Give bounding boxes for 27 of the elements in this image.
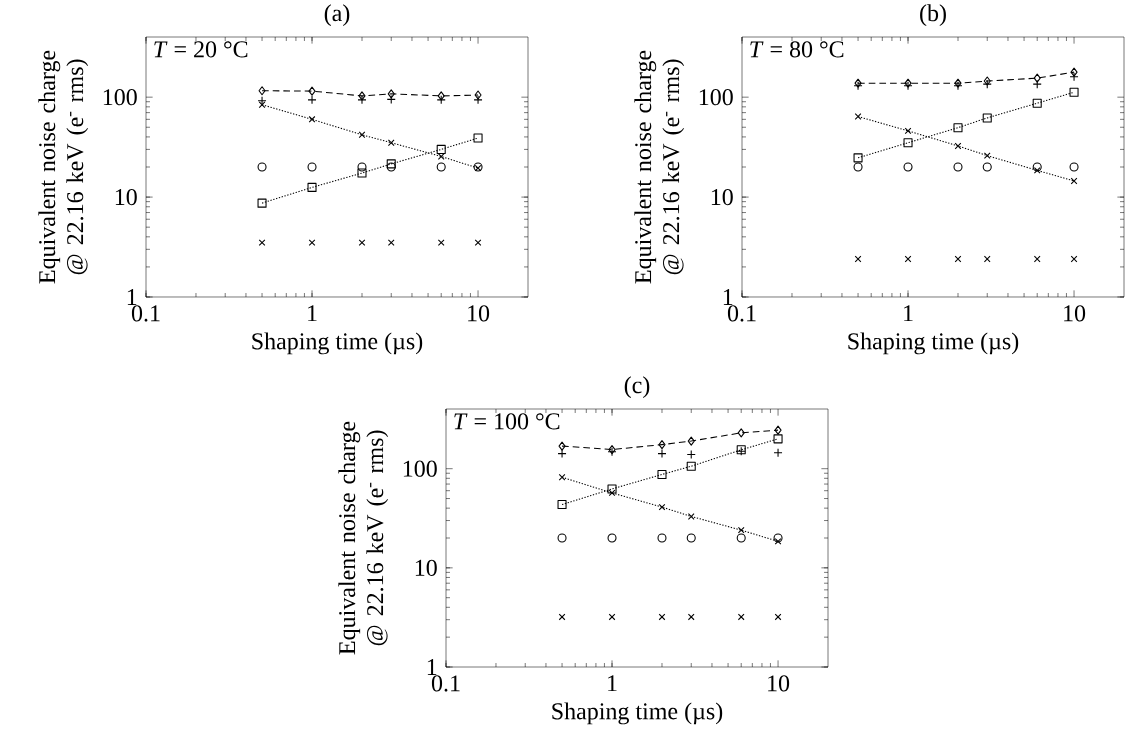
x-tick-label: 1 — [904, 305, 913, 322]
chart-title: (b) — [920, 4, 946, 27]
y-tick-label: 10 — [115, 188, 137, 206]
x-tick-label: 0.1 — [131, 305, 160, 322]
x-axis-title: Shaping time (µs) — [552, 702, 723, 725]
y-tick-label: 1 — [127, 289, 137, 305]
y-tick-label: 100 — [403, 460, 437, 477]
x-tick-label: 1 — [608, 675, 617, 692]
annotation: T = 80 °C — [750, 41, 844, 58]
y-tick-label: 100 — [103, 89, 137, 106]
x-tick-label: 10 — [1064, 305, 1086, 322]
annotation: T = 100 °C — [454, 413, 560, 430]
x-tick-label: 10 — [468, 305, 490, 322]
y-tick-label: 10 — [415, 559, 437, 576]
x-tick-label: 10 — [768, 675, 790, 692]
x-tick-label: 0.1 — [431, 675, 460, 692]
x-axis-title: Shaping time (µs) — [252, 332, 423, 355]
chart-title: (c) — [624, 376, 650, 399]
chart-title: (a) — [324, 4, 350, 27]
y-tick-label: 1 — [723, 289, 733, 305]
annotation: T = 20 °C — [154, 41, 248, 58]
x-axis-title: Shaping time (µs) — [848, 332, 1019, 355]
x-tick-label: 1 — [308, 305, 317, 322]
x-tick-label: 0.1 — [727, 305, 756, 322]
y-tick-label: 100 — [699, 89, 733, 106]
y-tick-label: 10 — [711, 188, 733, 206]
y-tick-label: 1 — [427, 659, 437, 675]
